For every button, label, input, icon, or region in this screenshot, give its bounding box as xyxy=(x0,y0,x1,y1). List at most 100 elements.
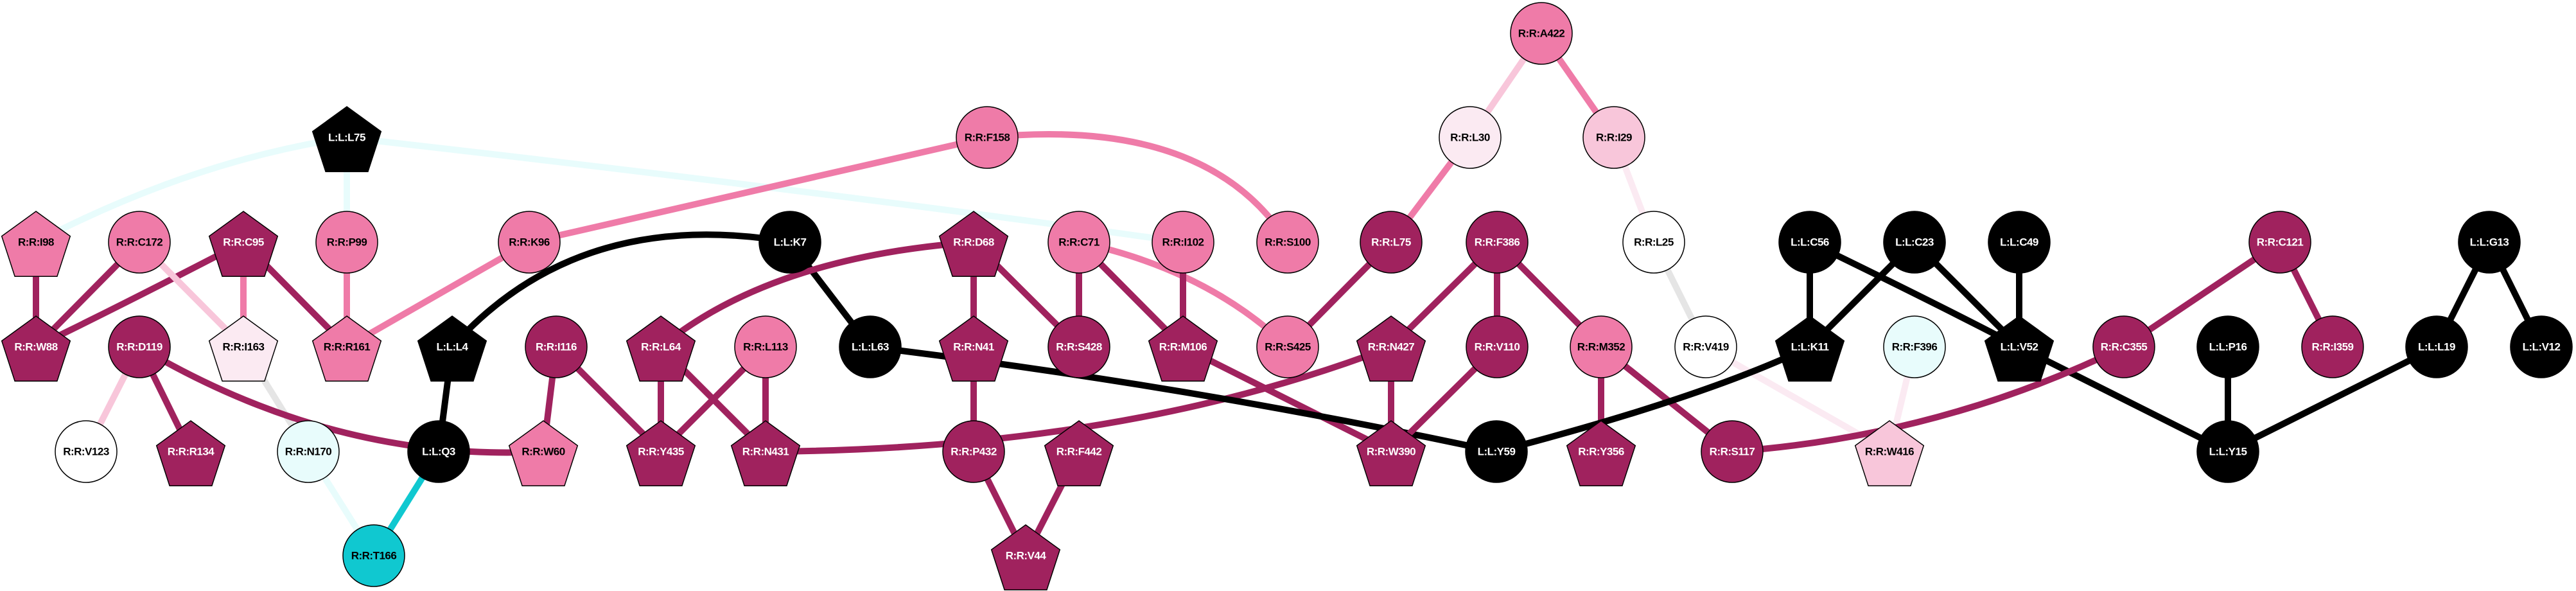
node-r-r-f386[interactable]: R:R:F386 xyxy=(1466,211,1529,274)
node-label: R:R:L30 xyxy=(1450,132,1490,144)
node-label: R:R:L25 xyxy=(1634,236,1674,249)
node-r-r-f396[interactable]: R:R:F396 xyxy=(1883,315,1946,378)
node-r-r-r134[interactable]: R:R:R134 xyxy=(155,420,226,487)
node-l-l-v12[interactable]: L:L:V12 xyxy=(2510,315,2573,378)
node-r-r-s100[interactable]: R:R:S100 xyxy=(1256,211,1319,274)
node-label: R:R:C355 xyxy=(2101,341,2148,353)
node-r-r-v44[interactable]: R:R:V44 xyxy=(990,524,1061,591)
pentagon-node-shape xyxy=(1566,420,1636,487)
node-r-r-c71[interactable]: R:R:C71 xyxy=(1047,211,1110,274)
edge-r-r-k96-r-r-r161 xyxy=(345,239,531,350)
node-l-l-q3[interactable]: L:L:Q3 xyxy=(407,420,470,483)
node-r-r-l30[interactable]: R:R:L30 xyxy=(1439,106,1502,169)
node-r-r-n427[interactable]: R:R:N427 xyxy=(1356,315,1426,382)
node-label: R:R:S428 xyxy=(1056,341,1102,353)
node-r-r-w60[interactable]: R:R:W60 xyxy=(508,420,579,487)
node-label: R:R:C71 xyxy=(1058,236,1100,249)
node-label: R:R:F386 xyxy=(1475,236,1520,249)
node-r-r-w88[interactable]: R:R:W88 xyxy=(1,315,71,382)
node-r-r-i163[interactable]: R:R:I163 xyxy=(208,315,279,382)
node-r-r-w416[interactable]: R:R:W416 xyxy=(1854,420,1925,487)
edge-r-r-f158-r-r-k96 xyxy=(528,134,988,245)
pentagon-node-shape xyxy=(1854,420,1925,487)
pentagon-node-shape xyxy=(155,420,226,487)
ellipse-node-shape xyxy=(2248,211,2311,274)
node-r-r-c121[interactable]: R:R:C121 xyxy=(2248,211,2311,274)
node-l-l-k11[interactable]: L:L:K11 xyxy=(1774,315,1845,382)
node-r-r-y435[interactable]: R:R:Y435 xyxy=(626,420,696,487)
node-r-r-l25[interactable]: R:R:L25 xyxy=(1622,211,1685,274)
node-r-r-y356[interactable]: R:R:Y356 xyxy=(1566,420,1636,487)
node-l-l-l4[interactable]: L:L:L4 xyxy=(417,315,487,382)
node-label: R:R:K96 xyxy=(509,236,550,249)
node-r-r-i116[interactable]: R:R:I116 xyxy=(525,315,588,378)
node-r-r-c355[interactable]: R:R:C355 xyxy=(2092,315,2155,378)
node-r-r-m106[interactable]: R:R:M106 xyxy=(1148,315,1218,382)
node-l-l-y59[interactable]: L:L:Y59 xyxy=(1465,420,1528,483)
edge-r-r-c355-r-r-s117 xyxy=(1731,344,2126,455)
node-r-r-w390[interactable]: R:R:W390 xyxy=(1356,420,1426,487)
node-r-r-s428[interactable]: R:R:S428 xyxy=(1047,315,1110,378)
node-r-r-d68[interactable]: R:R:D68 xyxy=(938,211,1009,278)
node-l-l-l19[interactable]: L:L:L19 xyxy=(2405,315,2468,378)
node-label: R:R:L75 xyxy=(1371,236,1411,249)
node-l-l-v52[interactable]: L:L:V52 xyxy=(1984,315,2055,382)
pentagon-node-shape xyxy=(1,211,71,278)
pentagon-node-shape xyxy=(990,524,1061,591)
node-label: R:R:W60 xyxy=(521,446,565,458)
node-r-r-s425[interactable]: R:R:S425 xyxy=(1256,315,1319,378)
node-r-r-k96[interactable]: R:R:K96 xyxy=(498,211,561,274)
ellipse-node-shape xyxy=(1778,211,1841,274)
node-l-l-k7[interactable]: L:L:K7 xyxy=(758,211,821,274)
node-label: R:R:I98 xyxy=(18,236,54,249)
node-label: L:L:P16 xyxy=(2209,341,2247,353)
node-l-l-c49[interactable]: L:L:C49 xyxy=(1988,211,2051,274)
node-r-r-v110[interactable]: R:R:V110 xyxy=(1466,315,1529,378)
node-l-l-g13[interactable]: L:L:G13 xyxy=(2458,211,2521,274)
node-l-l-p16[interactable]: L:L:P16 xyxy=(2196,315,2259,378)
node-r-r-n170[interactable]: R:R:N170 xyxy=(277,420,340,483)
node-r-r-d119[interactable]: R:R:D119 xyxy=(108,315,171,378)
node-r-r-l75[interactable]: R:R:L75 xyxy=(1360,211,1423,274)
node-r-r-t166[interactable]: R:R:T166 xyxy=(342,524,405,587)
node-label: R:R:A422 xyxy=(1518,28,1565,40)
node-r-r-i29[interactable]: R:R:I29 xyxy=(1582,106,1645,169)
pentagon-node-shape xyxy=(208,315,279,382)
node-r-r-p432[interactable]: R:R:P432 xyxy=(942,420,1005,483)
node-r-r-m352[interactable]: R:R:M352 xyxy=(1570,315,1633,378)
node-r-r-c95[interactable]: R:R:C95 xyxy=(208,211,279,278)
ellipse-node-shape xyxy=(942,420,1005,483)
node-r-r-r161[interactable]: R:R:R161 xyxy=(311,315,382,382)
ellipse-node-shape xyxy=(342,524,405,587)
node-l-l-c56[interactable]: L:L:C56 xyxy=(1778,211,1841,274)
node-r-r-n41[interactable]: R:R:N41 xyxy=(938,315,1009,382)
node-r-r-l113[interactable]: R:R:L113 xyxy=(734,315,797,378)
node-r-r-i359[interactable]: R:R:I359 xyxy=(2301,315,2364,378)
node-l-l-c23[interactable]: L:L:C23 xyxy=(1883,211,1946,274)
node-r-r-l64[interactable]: R:R:L64 xyxy=(626,315,696,382)
pentagon-node-shape xyxy=(1148,315,1218,382)
pentagon-node-shape xyxy=(938,315,1009,382)
ellipse-node-shape xyxy=(108,315,171,378)
ellipse-node-shape xyxy=(956,106,1019,169)
node-r-r-f158[interactable]: R:R:F158 xyxy=(956,106,1019,169)
node-l-l-y15[interactable]: L:L:Y15 xyxy=(2196,420,2259,483)
node-r-r-v419[interactable]: R:R:V419 xyxy=(1674,315,1737,378)
node-label: L:L:V12 xyxy=(2523,341,2561,353)
node-r-r-p99[interactable]: R:R:P99 xyxy=(315,211,378,274)
node-l-l-l75[interactable]: L:L:L75 xyxy=(311,106,382,173)
node-label: R:R:V123 xyxy=(63,446,109,458)
node-r-r-a422[interactable]: R:R:A422 xyxy=(1510,2,1573,65)
node-r-r-c172[interactable]: R:R:C172 xyxy=(108,211,171,274)
node-label: L:L:Y15 xyxy=(2209,446,2247,458)
node-r-r-v123[interactable]: R:R:V123 xyxy=(55,420,118,483)
node-l-l-l63[interactable]: L:L:L63 xyxy=(839,315,902,378)
node-r-r-s117[interactable]: R:R:S117 xyxy=(1701,420,1764,483)
node-r-r-i98[interactable]: R:R:I98 xyxy=(1,211,71,278)
node-r-r-f442[interactable]: R:R:F442 xyxy=(1044,420,1114,487)
node-r-r-n431[interactable]: R:R:N431 xyxy=(730,420,801,487)
node-r-r-i102[interactable]: R:R:I102 xyxy=(1152,211,1214,274)
node-label: L:L:L63 xyxy=(852,341,889,353)
node-label: R:R:L113 xyxy=(743,341,788,353)
